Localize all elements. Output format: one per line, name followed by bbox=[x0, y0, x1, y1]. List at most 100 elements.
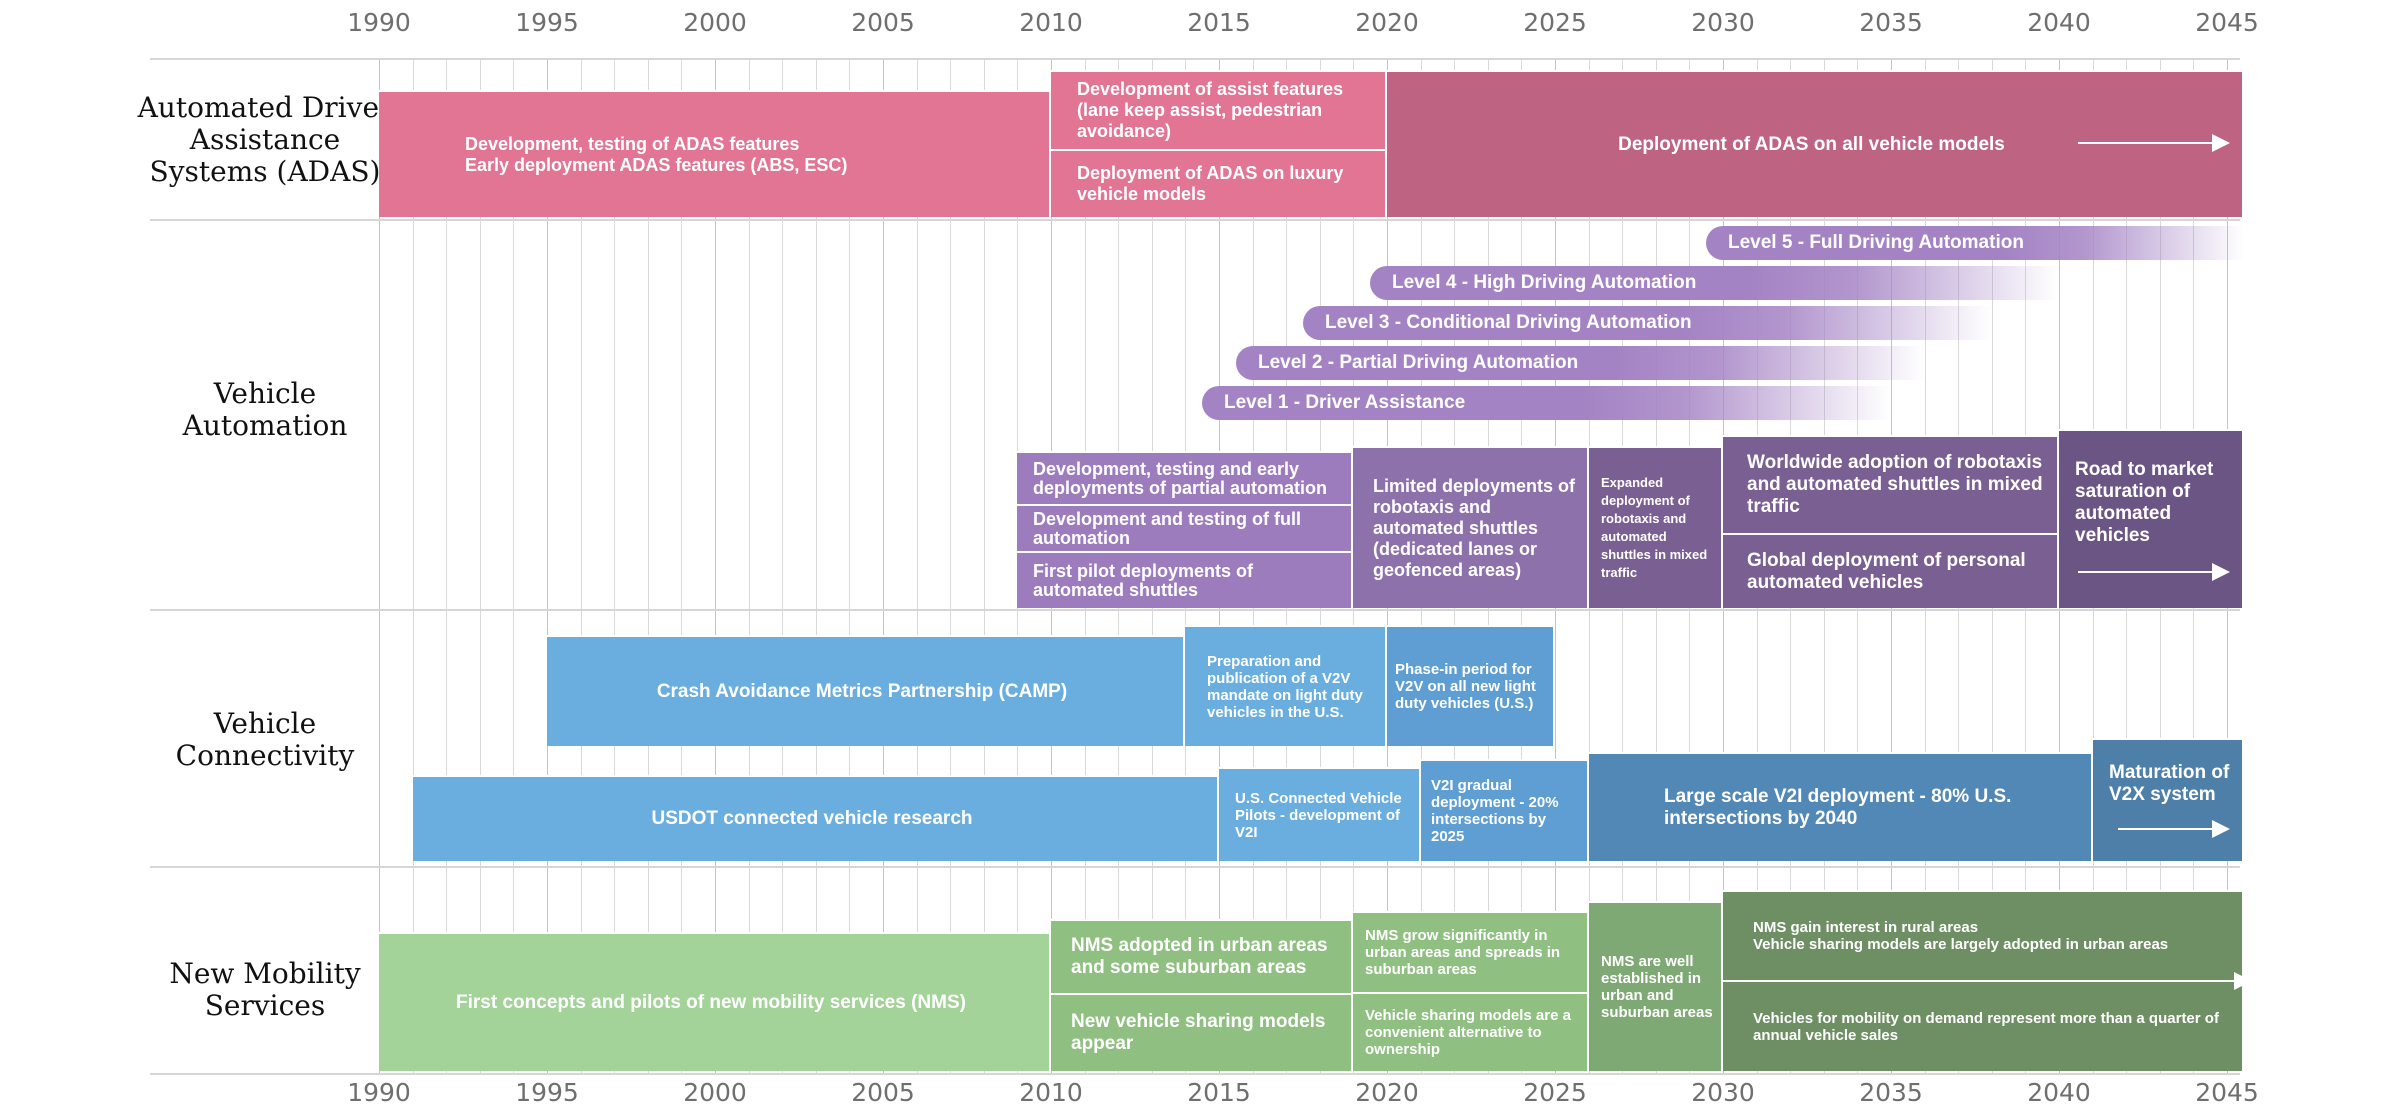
auto-expanded-robotaxis: Expanded deployment of robotaxis and aut… bbox=[1589, 446, 1723, 608]
row-label-adas: Automated Driver Assistance Systems (ADA… bbox=[137, 91, 393, 188]
grid-line-2002 bbox=[782, 58, 783, 1073]
bottom-year-label-2045: 2045 bbox=[2195, 1078, 2259, 1107]
nms-sharing-alternative-text: Vehicle sharing models are a convenient … bbox=[1365, 1007, 1571, 1058]
nms-grow-suburban: NMS grow significantly in urban areas an… bbox=[1353, 911, 1589, 992]
conn-v2v-phase-in-text: Phase-in period for V2V on all new light… bbox=[1395, 661, 1536, 712]
conn-usdot-research-text: USDOT connected vehicle research bbox=[651, 808, 973, 829]
auto-partial-automation: Development, testing and early deploymen… bbox=[1017, 451, 1353, 504]
bottom-year-label-2020: 2020 bbox=[1355, 1078, 1419, 1107]
adas-luxury-deployment-text: Deployment of ADAS on luxury vehicle mod… bbox=[1077, 163, 1344, 204]
mobility-arrow-icon bbox=[2065, 972, 2252, 990]
conn-v2v-mandate-text: Preparation and publication of a V2V man… bbox=[1207, 652, 1363, 721]
top-year-label-2005: 2005 bbox=[851, 8, 915, 37]
grid-line-1995 bbox=[547, 58, 548, 1073]
auto-limited-robotaxis: Limited deployments of robotaxis and aut… bbox=[1353, 446, 1589, 608]
level-2-partial-automation-label: Level 2 - Partial Driving Automation bbox=[1258, 352, 1579, 373]
auto-worldwide-robotaxis-text: Worldwide adoption of robotaxis and auto… bbox=[1747, 452, 2043, 517]
adas-early-development: Development, testing of ADAS features Ea… bbox=[379, 90, 1051, 217]
auto-market-saturation: Road to market saturation of automated v… bbox=[2059, 429, 2244, 608]
level-4-high-automation: Level 4 - High Driving Automation bbox=[1370, 266, 2059, 300]
divider-top bbox=[150, 58, 2240, 60]
grid-line-2005 bbox=[883, 58, 884, 1073]
auto-full-automation: Development and testing of full automati… bbox=[1017, 504, 1353, 551]
bottom-year-label-1990: 1990 bbox=[347, 1078, 411, 1107]
top-year-label-1990: 1990 bbox=[347, 8, 411, 37]
grid-line-2007 bbox=[950, 58, 951, 1073]
conn-cv-pilots: U.S. Connected Vehicle Pilots - developm… bbox=[1219, 767, 1421, 861]
top-year-label-2000: 2000 bbox=[683, 8, 747, 37]
auto-partial-automation-text: Development, testing and early deploymen… bbox=[1033, 458, 1328, 498]
bottom-year-label-2000: 2000 bbox=[683, 1078, 747, 1107]
grid-line-1999 bbox=[681, 58, 682, 1073]
grid-line-1998 bbox=[648, 58, 649, 1073]
conn-v2v-phase-in: Phase-in period for V2V on all new light… bbox=[1387, 625, 1555, 746]
nms-sharing-appear-text: New vehicle sharing models appear bbox=[1071, 1011, 1326, 1054]
grid-line-1994 bbox=[513, 58, 514, 1073]
auto-limited-robotaxis-text: Limited deployments of robotaxis and aut… bbox=[1373, 475, 1576, 580]
nms-first-concepts: First concepts and pilots of new mobilit… bbox=[379, 932, 1051, 1071]
bottom-year-label-1995: 1995 bbox=[515, 1078, 579, 1107]
conn-cv-pilots-text: U.S. Connected Vehicle Pilots - developm… bbox=[1235, 789, 1402, 841]
divider-adas-automation bbox=[150, 219, 2240, 221]
connectivity-arrow-icon bbox=[2118, 820, 2230, 838]
nms-mobility-on-demand: Vehicles for mobility on demand represen… bbox=[1723, 980, 2244, 1071]
row-label-new-mobility-services: New Mobility Services bbox=[169, 957, 361, 1022]
nms-mobility-on-demand-text: Vehicles for mobility on demand represen… bbox=[1753, 1009, 2219, 1044]
nms-sharing-appear: New vehicle sharing models appear bbox=[1051, 993, 1353, 1071]
nms-well-established: NMS are well established in urban and su… bbox=[1589, 901, 1723, 1071]
level-3-conditional-automation: Level 3 - Conditional Driving Automation bbox=[1303, 306, 1992, 340]
adas-luxury-deployment: Deployment of ADAS on luxury vehicle mod… bbox=[1051, 149, 1387, 217]
nms-first-concepts-text: First concepts and pilots of new mobilit… bbox=[456, 991, 966, 1013]
conn-usdot-research: USDOT connected vehicle research bbox=[413, 775, 1219, 861]
level-1-driver-assistance-label: Level 1 - Driver Assistance bbox=[1224, 392, 1466, 413]
grid-line-1990 bbox=[379, 58, 380, 1073]
grid-line-2006 bbox=[917, 58, 918, 1073]
nms-urban-adoption-text: NMS adopted in urban areas and some subu… bbox=[1071, 935, 1328, 978]
bottom-year-label-2025: 2025 bbox=[1523, 1078, 1587, 1107]
auto-pilot-shuttles: First pilot deployments of automated shu… bbox=[1017, 551, 1353, 608]
adas-arrow-icon bbox=[2078, 134, 2230, 152]
conn-v2x-maturation: Maturation of V2X system bbox=[2093, 738, 2244, 861]
conn-v2i-gradual-text: V2I gradual deployment - 20% intersectio… bbox=[1431, 777, 1559, 845]
bottom-year-label-2005: 2005 bbox=[851, 1078, 915, 1107]
level-4-high-automation-label: Level 4 - High Driving Automation bbox=[1392, 272, 1697, 293]
adas-assist-features-text: Development of assist features (lane kee… bbox=[1077, 79, 1344, 141]
divider-bottom bbox=[150, 1073, 2240, 1075]
conn-v2i-large-scale-text: Large scale V2I deployment - 80% U.S. in… bbox=[1664, 785, 2012, 829]
auto-global-personal: Global deployment of personal automated … bbox=[1723, 533, 2059, 608]
level-1-driver-assistance: Level 1 - Driver Assistance bbox=[1202, 386, 1891, 420]
auto-pilot-shuttles-text: First pilot deployments of automated shu… bbox=[1033, 560, 1254, 600]
top-year-label-2030: 2030 bbox=[1691, 8, 1755, 37]
nms-grow-suburban-text: NMS grow significantly in urban areas an… bbox=[1365, 927, 1561, 978]
conn-v2v-mandate: Preparation and publication of a V2V man… bbox=[1185, 625, 1387, 746]
top-year-label-1995: 1995 bbox=[515, 8, 579, 37]
divider-connectivity-mobility bbox=[150, 866, 2240, 868]
bottom-year-label-2015: 2015 bbox=[1187, 1078, 1251, 1107]
top-year-label-2015: 2015 bbox=[1187, 8, 1251, 37]
nms-sharing-alternative: Vehicle sharing models are a convenient … bbox=[1353, 992, 1589, 1071]
adas-assist-features: Development of assist features (lane kee… bbox=[1051, 70, 1387, 149]
row-label-vehicle-automation: Vehicle Automation bbox=[182, 377, 348, 442]
auto-full-automation-text: Development and testing of full automati… bbox=[1033, 508, 1302, 548]
automation-arrow-icon bbox=[2078, 563, 2230, 581]
adas-early-development-text: Development, testing of ADAS features Ea… bbox=[465, 133, 848, 175]
nms-urban-adoption: NMS adopted in urban areas and some subu… bbox=[1051, 919, 1353, 993]
nms-well-established-text: NMS are well established in urban and su… bbox=[1601, 953, 1713, 1021]
grid-line-2001 bbox=[749, 58, 750, 1073]
level-5-full-automation: Level 5 - Full Driving Automation bbox=[1706, 226, 2244, 260]
nms-rural-interest-text: NMS gain interest in rural areas Vehicle… bbox=[1753, 919, 2169, 953]
conn-v2i-large-scale: Large scale V2I deployment - 80% U.S. in… bbox=[1589, 752, 2093, 861]
bottom-year-label-2030: 2030 bbox=[1691, 1078, 1755, 1107]
grid-line-2003 bbox=[816, 58, 817, 1073]
top-year-label-2020: 2020 bbox=[1355, 8, 1419, 37]
top-year-label-2010: 2010 bbox=[1019, 8, 1083, 37]
auto-market-saturation-text: Road to market saturation of automated v… bbox=[2075, 459, 2214, 546]
conn-v2x-maturation-text: Maturation of V2X system bbox=[2109, 762, 2230, 805]
grid-line-2004 bbox=[849, 58, 850, 1073]
level-5-full-automation-label: Level 5 - Full Driving Automation bbox=[1728, 232, 2024, 253]
top-year-label-2045: 2045 bbox=[2195, 8, 2259, 37]
conn-camp-text: Crash Avoidance Metrics Partnership (CAM… bbox=[656, 680, 1068, 702]
grid-line-1991 bbox=[413, 58, 414, 1073]
bottom-year-label-2010: 2010 bbox=[1019, 1078, 1083, 1107]
